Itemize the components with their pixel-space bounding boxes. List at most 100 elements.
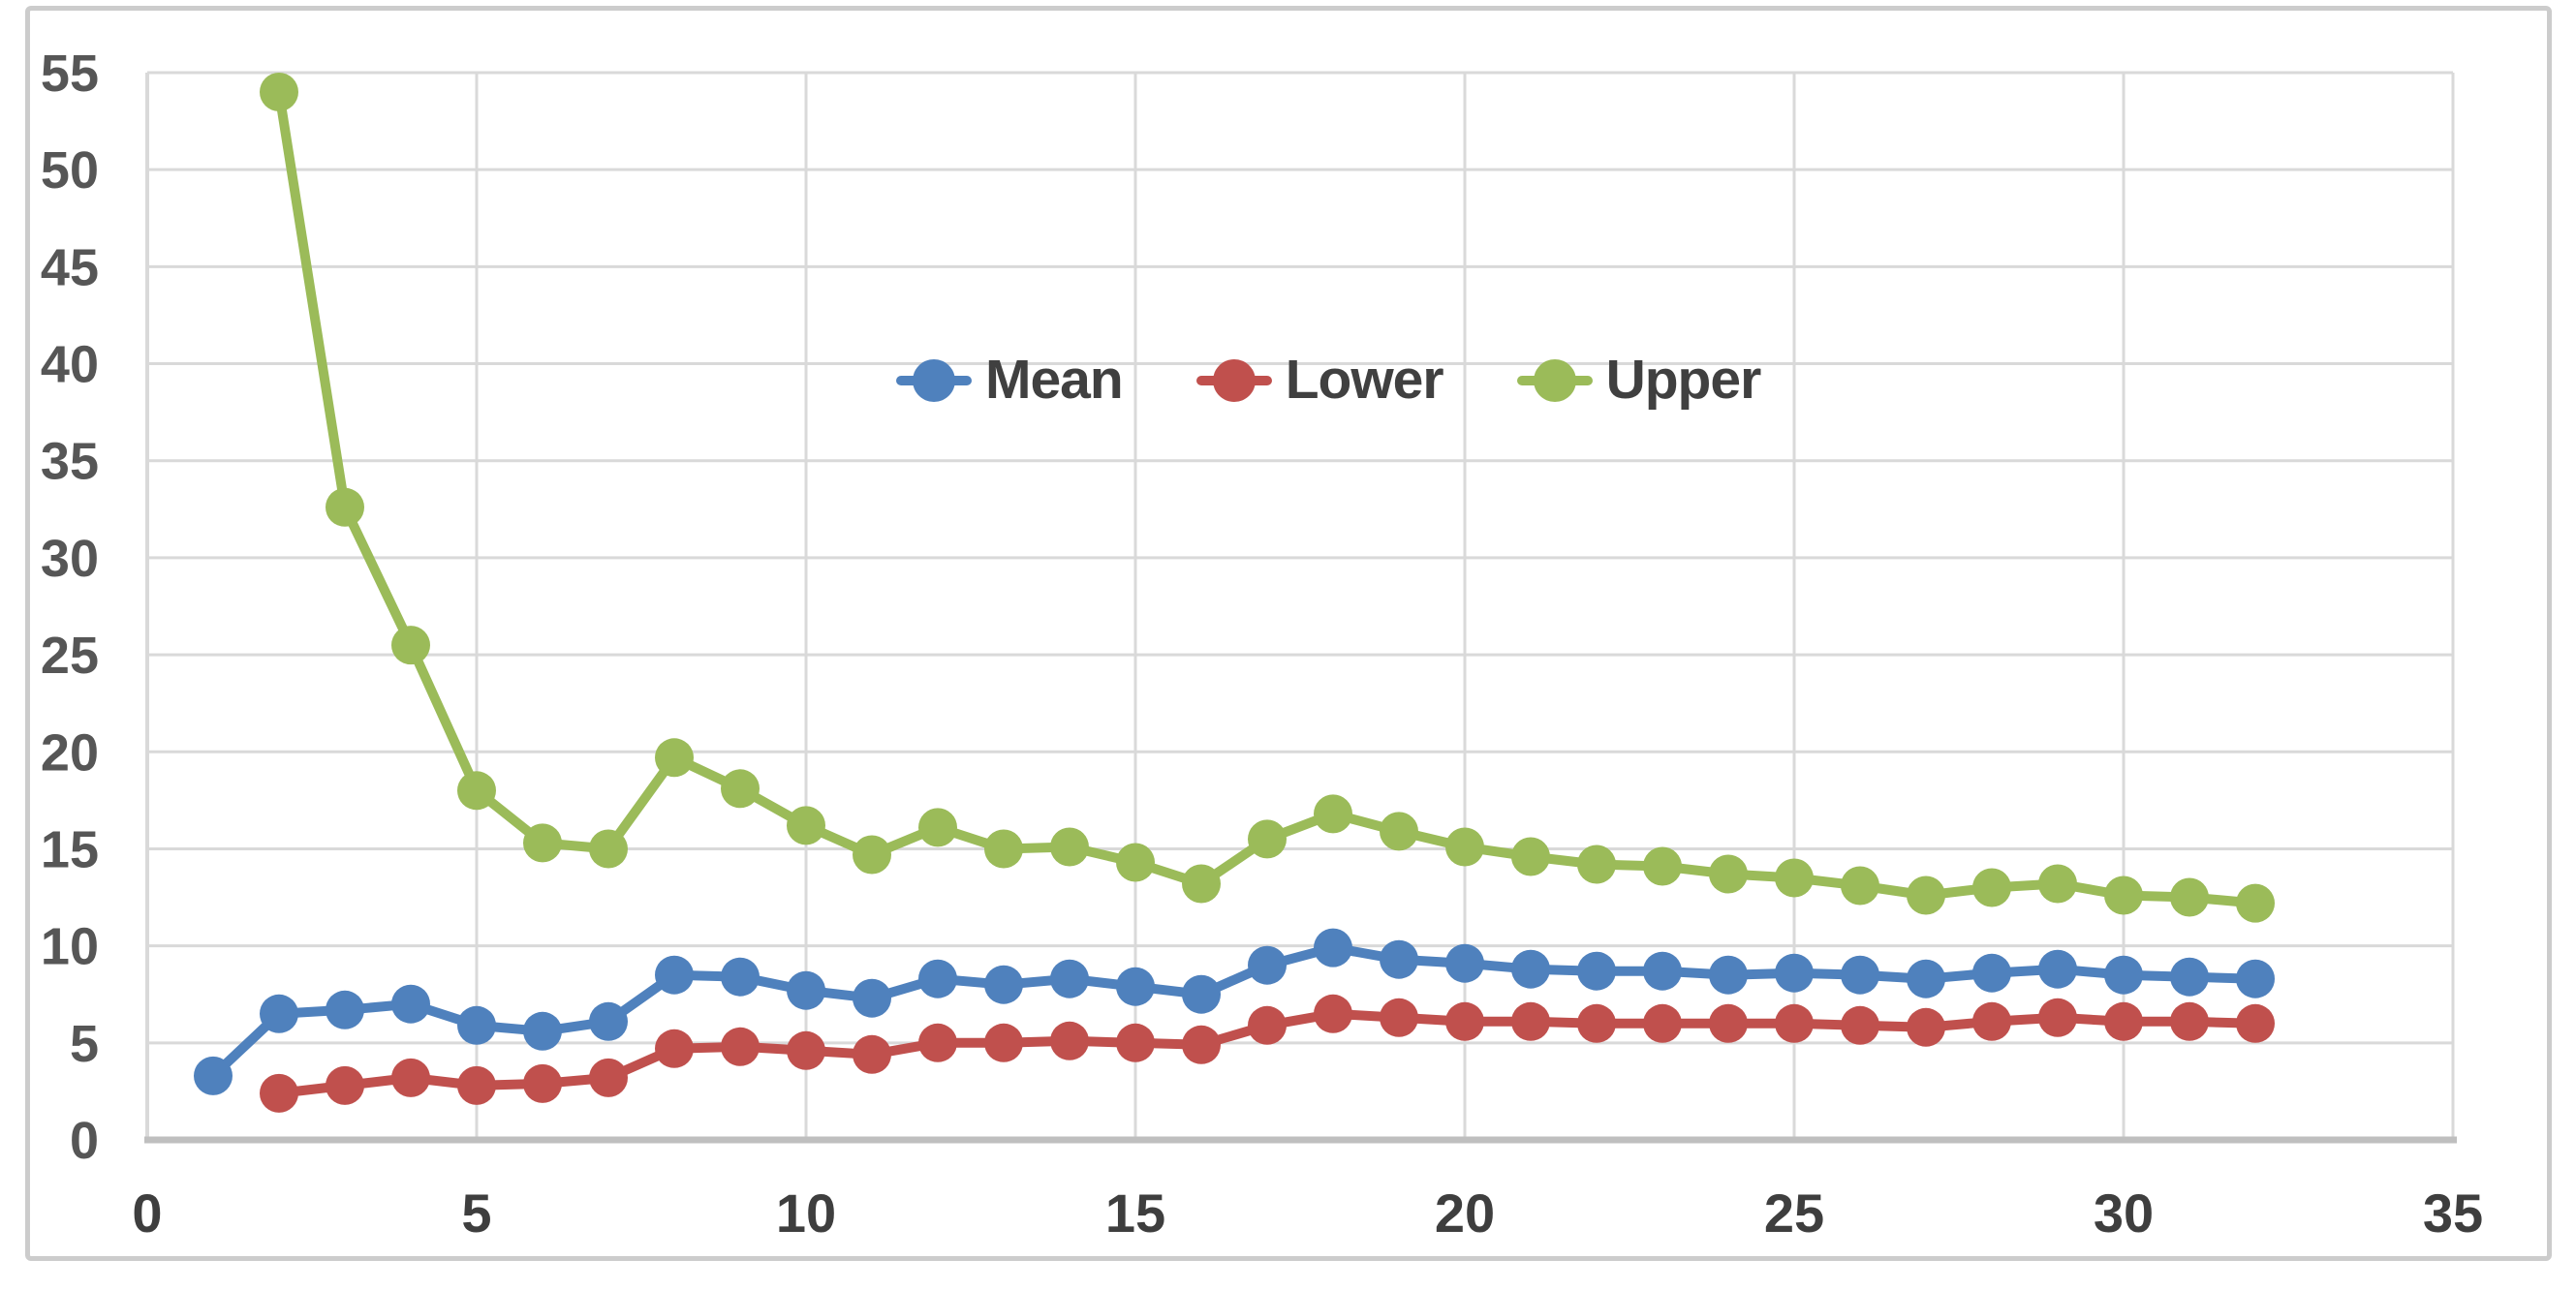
series-lower-marker (1841, 1005, 1879, 1045)
series-upper-marker (457, 771, 496, 811)
series-lower-marker (1314, 994, 1352, 1033)
legend-item-mean: Mean (896, 349, 1124, 411)
series-upper-marker (1709, 854, 1748, 894)
series-upper-marker (2236, 883, 2275, 923)
legend-dot-upper-icon (1533, 358, 1576, 402)
series-upper-marker (589, 829, 628, 869)
series-lower-marker (853, 1034, 891, 1074)
series-mean-marker (1775, 953, 1814, 993)
x-tick-label: 20 (1435, 1182, 1495, 1244)
series-upper-marker (918, 808, 957, 847)
series-upper-marker (1841, 866, 1879, 906)
series-lower-marker (1907, 1007, 1945, 1047)
x-tick-label: 25 (1764, 1182, 1824, 1244)
series-upper-marker (853, 835, 891, 875)
series-mean-marker (2038, 949, 2077, 989)
series-upper-line (274, 87, 2260, 908)
series-lower-marker (457, 1065, 496, 1105)
series-mean-marker (326, 990, 364, 1029)
x-tick-label: 10 (776, 1182, 836, 1244)
series-mean-line (208, 942, 2260, 1081)
y-tick-label: 40 (41, 336, 99, 394)
series-upper-marker (787, 806, 825, 845)
series-lower-marker (391, 1058, 430, 1097)
series-mean-marker (194, 1056, 233, 1095)
series-upper-marker (721, 769, 760, 809)
series-upper-marker (1577, 845, 1616, 884)
series-mean-marker (1314, 928, 1352, 968)
series-lower-marker (721, 1027, 760, 1066)
series-lower-marker (1972, 1001, 2011, 1041)
series-mean-marker (523, 1011, 562, 1051)
series-mean-marker (1643, 951, 1682, 991)
series-upper-marker (326, 487, 364, 527)
series-mean-marker (1182, 974, 1221, 1014)
series-mean-marker (1907, 959, 1945, 998)
series-upper-marker (984, 829, 1023, 869)
y-tick-label: 45 (41, 238, 99, 296)
y-tick-label: 55 (41, 45, 99, 103)
series-upper-marker (1643, 846, 1682, 886)
x-tick-label: 0 (132, 1182, 162, 1244)
series-lower-marker (2104, 1001, 2143, 1041)
series-upper-marker (1116, 843, 1155, 882)
figure-border (25, 6, 2552, 1261)
series-lower-marker (655, 1029, 694, 1068)
series-upper-marker (1182, 864, 1221, 904)
series-mean-marker (1116, 967, 1155, 1006)
series-lower-marker (326, 1065, 364, 1105)
series-upper-marker (1314, 794, 1352, 834)
series-upper-marker (1511, 837, 1550, 876)
legend-label-upper: Upper (1605, 349, 1762, 411)
series-lower-marker (1248, 1005, 1287, 1045)
series-lower-marker (523, 1063, 562, 1103)
series-mean-marker (1050, 959, 1089, 998)
legend-label-lower: Lower (1285, 349, 1444, 411)
series-lower-marker (918, 1023, 957, 1062)
series-mean-marker (1709, 955, 1748, 995)
legend-label-mean: Mean (985, 349, 1124, 411)
series-lower-marker (260, 1073, 298, 1113)
series-mean-marker (589, 1001, 628, 1041)
series-upper-marker (1907, 875, 1945, 915)
series-upper-marker (260, 73, 298, 111)
x-tick-label: 35 (2423, 1182, 2483, 1244)
series-mean-marker (655, 955, 694, 995)
series-mean-marker (984, 965, 1023, 1004)
series-upper-marker (2038, 864, 2077, 904)
series-upper-marker (1380, 812, 1418, 851)
series-lower-marker (1511, 1001, 1550, 1041)
y-tick-label: 0 (70, 1112, 99, 1170)
y-tick-label: 50 (41, 141, 99, 200)
series-lower-marker (1182, 1025, 1221, 1064)
y-tick-label: 5 (70, 1015, 99, 1073)
legend-dot-lower-icon (1212, 358, 1256, 402)
series-upper-marker (523, 823, 562, 863)
series-upper-marker (2170, 877, 2209, 917)
series-upper-marker (1972, 868, 2011, 907)
series-mean-marker (853, 978, 891, 1018)
series-mean-marker (787, 970, 825, 1010)
series-lower-marker (1643, 1003, 1682, 1043)
series-mean-marker (2236, 959, 2275, 998)
chart-legend: Mean Lower Upper (896, 349, 1762, 411)
series-mean-marker (1511, 949, 1550, 989)
series-lower-marker (1380, 998, 1418, 1037)
series-lower-marker (984, 1023, 1023, 1062)
series-lower-marker (2236, 1003, 2275, 1043)
series-upper-marker (1445, 827, 1484, 867)
series-mean-marker (2170, 957, 2209, 997)
y-tick-label: 15 (41, 820, 99, 878)
series-mean-marker (1380, 939, 1418, 979)
series-mean-marker (721, 957, 760, 997)
series-lower-marker (1050, 1021, 1089, 1060)
series-mean-marker (391, 984, 430, 1024)
y-tick-label: 10 (41, 918, 99, 976)
series-lower-marker (787, 1030, 825, 1070)
series-mean-marker (1577, 951, 1616, 991)
legend-item-upper: Upper (1516, 349, 1762, 411)
series-mean-marker (457, 1005, 496, 1045)
series-upper-marker (1050, 827, 1089, 867)
series-mean-marker (918, 959, 957, 998)
